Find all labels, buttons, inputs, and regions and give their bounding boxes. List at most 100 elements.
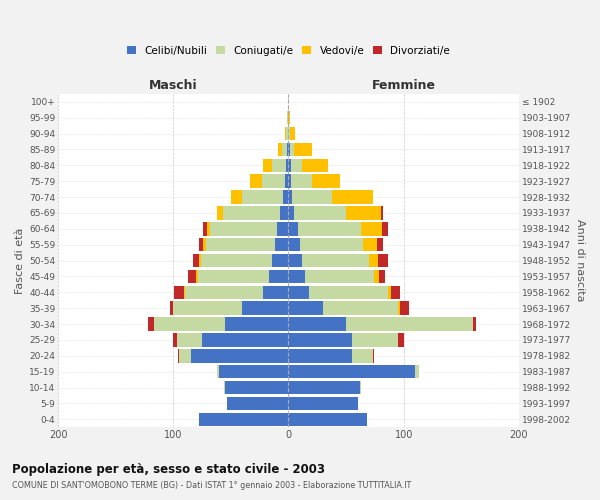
Bar [374, 270, 379, 283]
Bar [191, 349, 289, 362]
Bar [369, 254, 379, 268]
Bar [277, 222, 289, 235]
Bar [289, 222, 298, 235]
Bar [289, 174, 291, 188]
Bar [352, 333, 398, 346]
Bar [225, 318, 289, 331]
Bar [289, 206, 294, 220]
Bar [175, 286, 184, 299]
Bar [289, 270, 305, 283]
Bar [382, 222, 388, 235]
Text: Popolazione per età, sesso e stato civile - 2003: Popolazione per età, sesso e stato civil… [12, 462, 325, 475]
Bar [173, 302, 242, 315]
Bar [294, 206, 346, 220]
Bar [278, 142, 281, 156]
Bar [289, 127, 290, 140]
Bar [323, 302, 398, 315]
Bar [225, 381, 289, 394]
Bar [286, 127, 289, 140]
Bar [361, 222, 382, 235]
Bar [302, 158, 328, 172]
Bar [289, 254, 302, 268]
Bar [300, 238, 364, 252]
Bar [332, 190, 373, 204]
Bar [231, 190, 242, 204]
Bar [269, 270, 289, 283]
Bar [178, 349, 179, 362]
Bar [290, 142, 294, 156]
Bar [379, 270, 385, 283]
Bar [177, 333, 202, 346]
Bar [364, 238, 377, 252]
Bar [292, 190, 332, 204]
Bar [206, 238, 275, 252]
Bar [281, 142, 287, 156]
Bar [196, 270, 197, 283]
Bar [203, 222, 207, 235]
Bar [184, 286, 185, 299]
Bar [289, 111, 290, 124]
Bar [280, 206, 289, 220]
Bar [309, 286, 388, 299]
Bar [377, 238, 383, 252]
Bar [207, 222, 210, 235]
Bar [262, 174, 285, 188]
Bar [148, 318, 154, 331]
Bar [227, 396, 289, 410]
Bar [217, 365, 220, 378]
Bar [294, 142, 311, 156]
Bar [298, 222, 361, 235]
Bar [199, 412, 289, 426]
Bar [188, 270, 196, 283]
Bar [346, 206, 380, 220]
Bar [185, 286, 263, 299]
Bar [380, 206, 383, 220]
Bar [283, 190, 289, 204]
Bar [360, 381, 361, 394]
Bar [398, 333, 404, 346]
Bar [285, 127, 286, 140]
Bar [220, 365, 289, 378]
Bar [289, 286, 309, 299]
Bar [379, 254, 388, 268]
Bar [289, 365, 415, 378]
Bar [285, 174, 289, 188]
Bar [193, 254, 199, 268]
Bar [286, 158, 289, 172]
Bar [398, 302, 400, 315]
Bar [202, 333, 289, 346]
Bar [346, 318, 473, 331]
Bar [289, 381, 360, 394]
Bar [217, 206, 223, 220]
Bar [289, 238, 300, 252]
Bar [173, 333, 177, 346]
Bar [290, 127, 295, 140]
Y-axis label: Anni di nascita: Anni di nascita [575, 220, 585, 302]
Bar [199, 254, 201, 268]
Bar [291, 174, 311, 188]
Y-axis label: Fasce di età: Fasce di età [15, 228, 25, 294]
Bar [287, 142, 289, 156]
Bar [289, 412, 367, 426]
Bar [400, 302, 409, 315]
Bar [415, 365, 419, 378]
Bar [197, 270, 269, 283]
Text: Femmine: Femmine [371, 78, 436, 92]
Bar [289, 302, 323, 315]
Bar [289, 349, 352, 362]
Bar [250, 174, 262, 188]
Bar [289, 396, 358, 410]
Bar [242, 190, 283, 204]
Bar [287, 111, 289, 124]
Bar [311, 174, 340, 188]
Bar [473, 318, 476, 331]
Bar [272, 158, 286, 172]
Bar [275, 238, 289, 252]
Bar [388, 286, 391, 299]
Bar [223, 206, 280, 220]
Bar [224, 381, 225, 394]
Bar [179, 349, 191, 362]
Bar [170, 302, 173, 315]
Bar [210, 222, 277, 235]
Bar [263, 158, 272, 172]
